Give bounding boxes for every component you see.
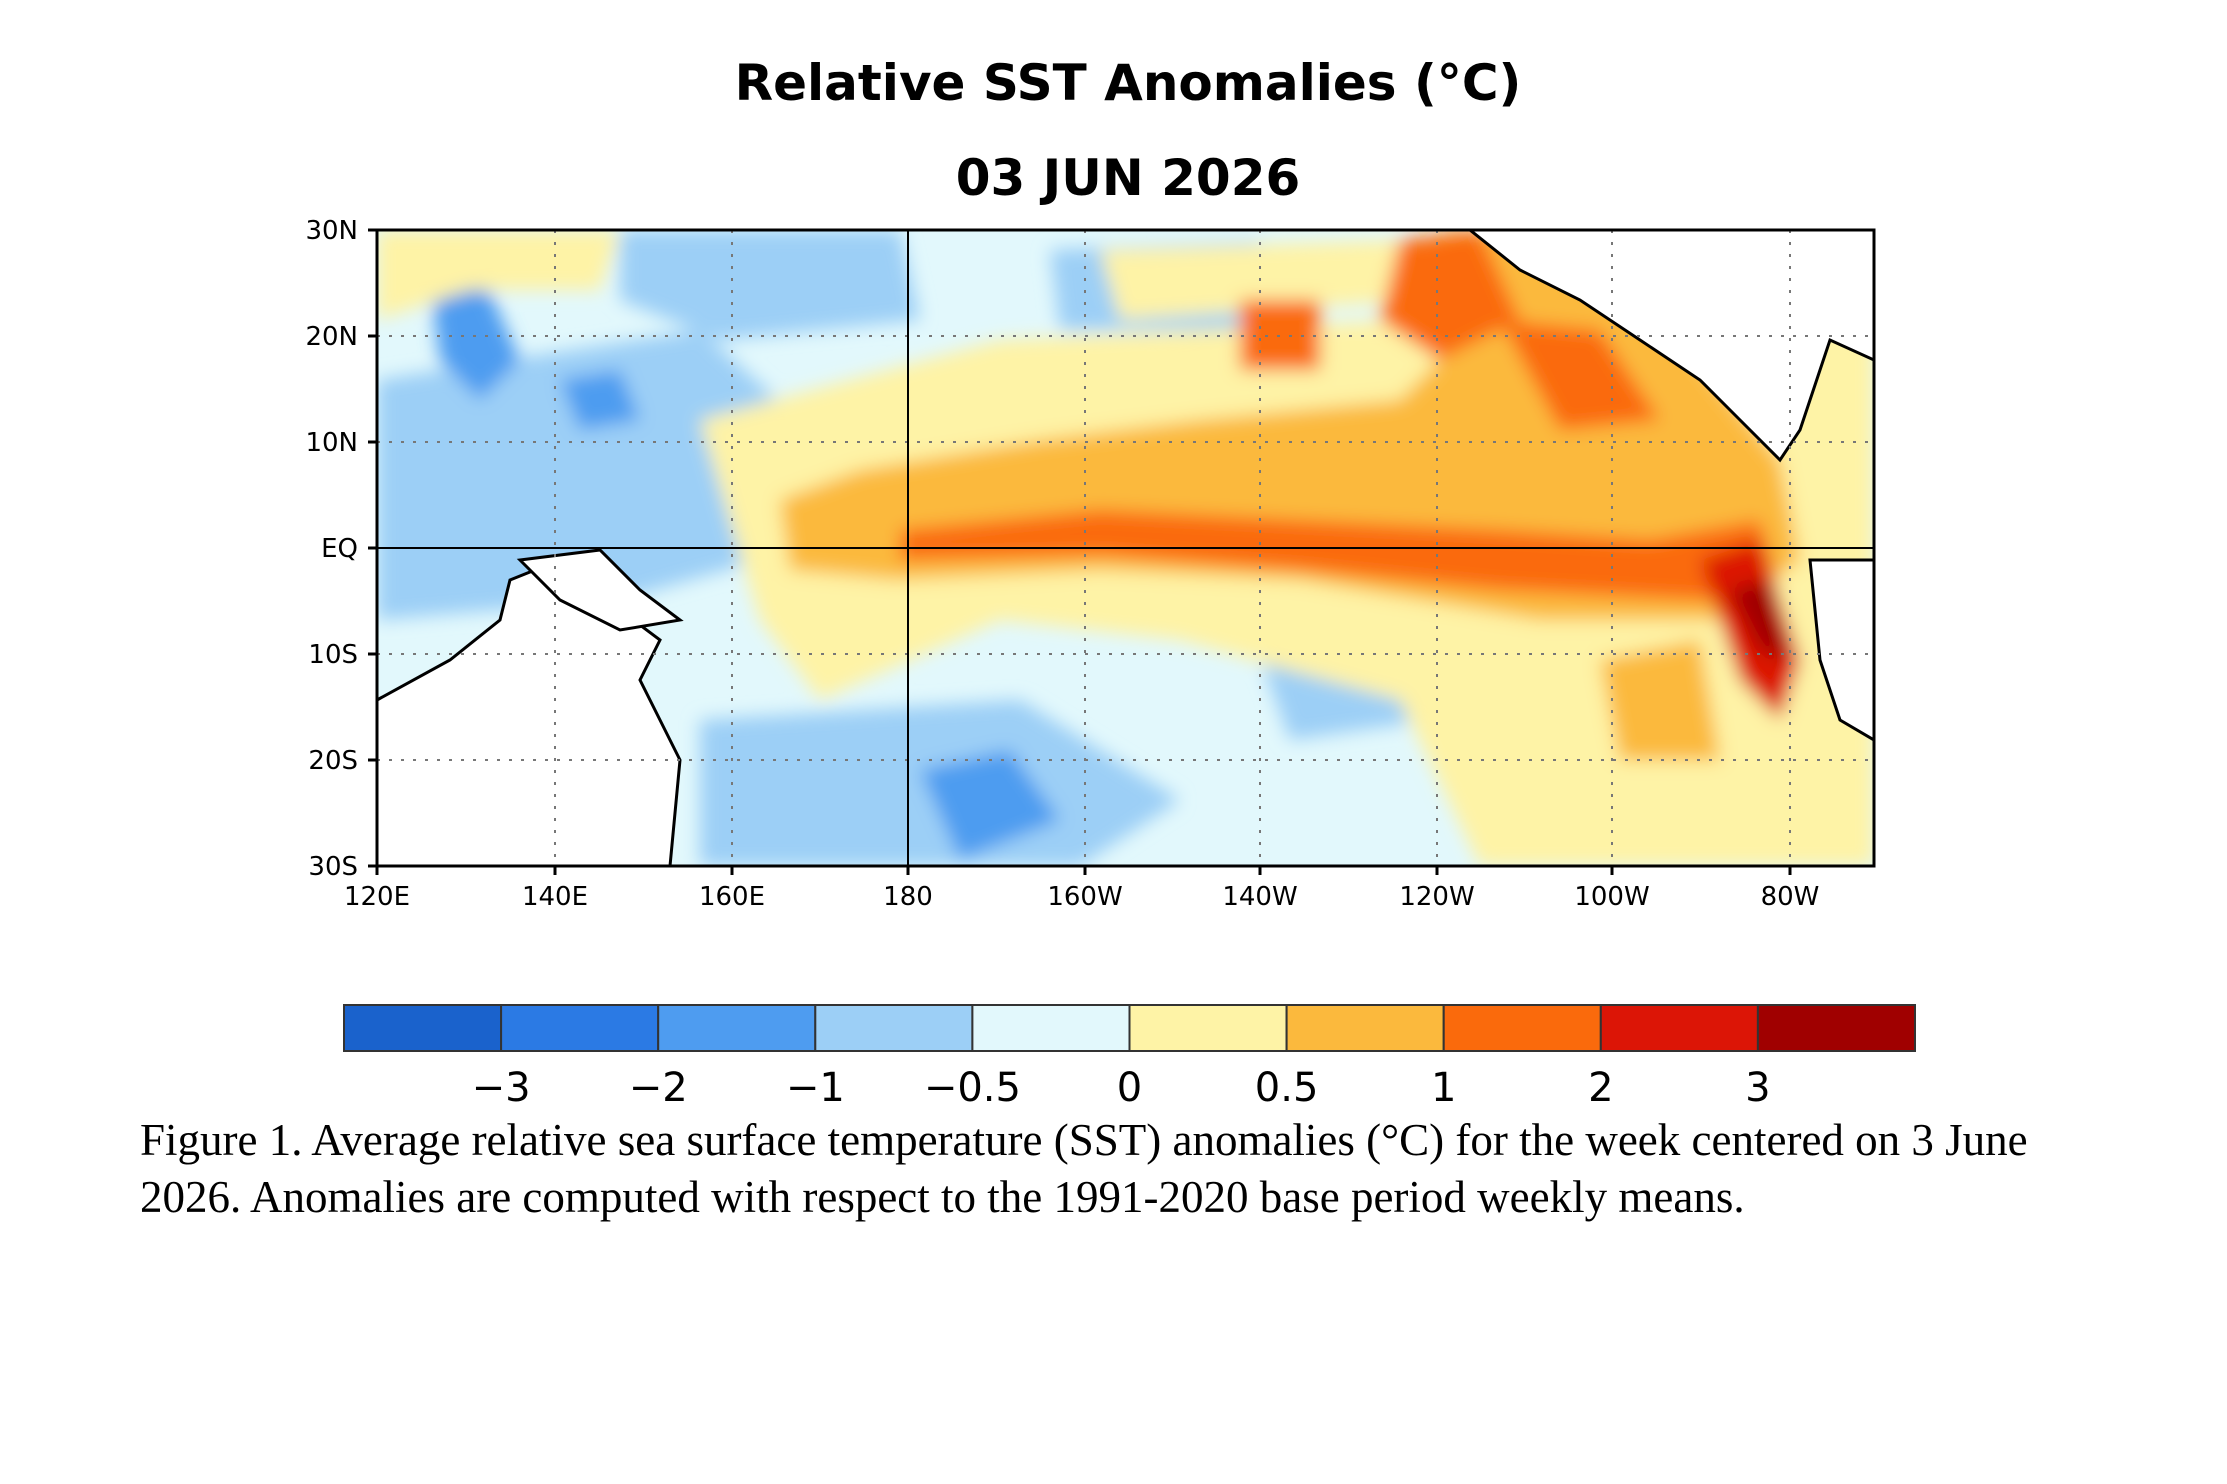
anomaly-region xyxy=(1500,320,1660,430)
lon-label: 140E xyxy=(522,882,588,912)
colorbar-swatch xyxy=(500,1004,660,1052)
map-title: Relative SST Anomalies (°C) xyxy=(735,54,1522,112)
south-america xyxy=(1808,558,1874,742)
anomaly-region xyxy=(620,230,920,340)
lat-label: 30S xyxy=(308,852,358,882)
lat-label: 10N xyxy=(305,428,358,458)
colorbar-swatch xyxy=(1442,1004,1602,1052)
colorbar-label: 0.5 xyxy=(1255,1065,1319,1111)
axis-ticks xyxy=(368,228,1792,875)
colorbar-swatch xyxy=(814,1004,974,1052)
anomaly-region xyxy=(1600,640,1720,760)
colorbar-swatch xyxy=(343,1004,503,1052)
anomaly-region xyxy=(1730,580,1790,660)
lat-label: EQ xyxy=(321,534,358,564)
colorbar-label: −1 xyxy=(786,1065,845,1111)
longitude-labels: 120E 140E 160E 180 160W 140W 120W 100W 80W xyxy=(344,882,1819,912)
anomaly-region xyxy=(1380,230,1520,360)
map-date: 03 JUN 2026 xyxy=(956,149,1301,207)
central-america xyxy=(1467,230,1874,463)
lon-label: 120E xyxy=(344,882,410,912)
colorbar-swatch xyxy=(1285,1004,1445,1052)
figure-caption: Figure 1. Average relative sea surface t… xyxy=(140,1115,2028,1222)
lat-label: 20N xyxy=(305,322,358,352)
colorbar-swatch xyxy=(1756,1004,1917,1052)
colorbar-labels: −3 −2 −1 −0.5 0 0.5 1 2 3 xyxy=(472,1065,1771,1111)
lon-label: 180 xyxy=(883,882,933,912)
colorbar-label: −3 xyxy=(472,1065,531,1111)
lon-label: 140W xyxy=(1222,882,1297,912)
new-guinea xyxy=(516,548,684,632)
lat-label: 20S xyxy=(308,746,358,776)
anomaly-region xyxy=(900,510,1780,600)
colorbar-swatch xyxy=(657,1004,817,1052)
lon-label: 100W xyxy=(1574,882,1649,912)
anomaly-region xyxy=(560,370,640,430)
colorbar-label: −0.5 xyxy=(924,1065,1021,1111)
lat-label: 10S xyxy=(308,640,358,670)
colorbar-label: 3 xyxy=(1745,1065,1770,1111)
colorbar-swatch xyxy=(971,1004,1131,1052)
colorbar-label: 0 xyxy=(1117,1065,1142,1111)
anomaly-map xyxy=(377,230,1874,866)
colorbar-swatch xyxy=(1128,1004,1288,1052)
anomaly-region xyxy=(920,750,1060,860)
lon-label: 80W xyxy=(1761,882,1820,912)
lat-label: 30N xyxy=(305,216,358,246)
colorbar-label: 1 xyxy=(1431,1065,1456,1111)
colorbar-label: −2 xyxy=(629,1065,688,1111)
land xyxy=(377,230,1874,866)
lon-label: 120W xyxy=(1399,882,1474,912)
lon-label: 160E xyxy=(699,882,765,912)
colorbar-label: 2 xyxy=(1588,1065,1613,1111)
latitude-labels: 30N 20N 10N EQ 10S 20S 30S xyxy=(305,216,358,882)
colorbar-swatch xyxy=(1599,1004,1759,1052)
colorbar xyxy=(343,1004,1917,1052)
lon-label: 160W xyxy=(1047,882,1122,912)
gridlines xyxy=(377,230,1874,866)
anomaly-region xyxy=(377,230,620,320)
